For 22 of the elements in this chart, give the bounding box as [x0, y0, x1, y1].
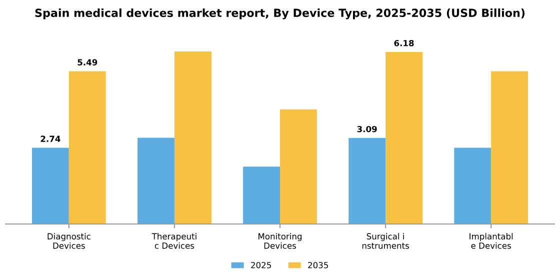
bar [348, 138, 386, 224]
bar [68, 71, 106, 224]
bar [386, 52, 422, 224]
bar [280, 109, 317, 224]
x-tick-label: Diagnostic Devices [48, 233, 90, 249]
bar [454, 148, 492, 224]
bar [491, 71, 528, 224]
data-label: 5.49 [78, 59, 98, 66]
bar [243, 166, 280, 224]
x-tick-label: Surgical i nstruments [362, 233, 409, 249]
chart-title: Spain medical devices market report, By Device Type, 2025-2035 (USD Billion) [35, 8, 525, 20]
legend-label: 2025 [251, 262, 271, 268]
x-tick-label: Therapeuti c Devices [152, 233, 196, 249]
bar [32, 148, 69, 224]
data-label: 2.74 [40, 136, 60, 142]
bar [174, 52, 212, 224]
legend-label: 2035 [308, 262, 328, 268]
bar [138, 138, 174, 224]
x-tick-label: Monitoring Devices [258, 233, 302, 249]
x-tick-label: Implantabl e Devices [470, 233, 513, 249]
data-label: 6.18 [394, 40, 414, 46]
data-label: 3.09 [357, 126, 377, 132]
